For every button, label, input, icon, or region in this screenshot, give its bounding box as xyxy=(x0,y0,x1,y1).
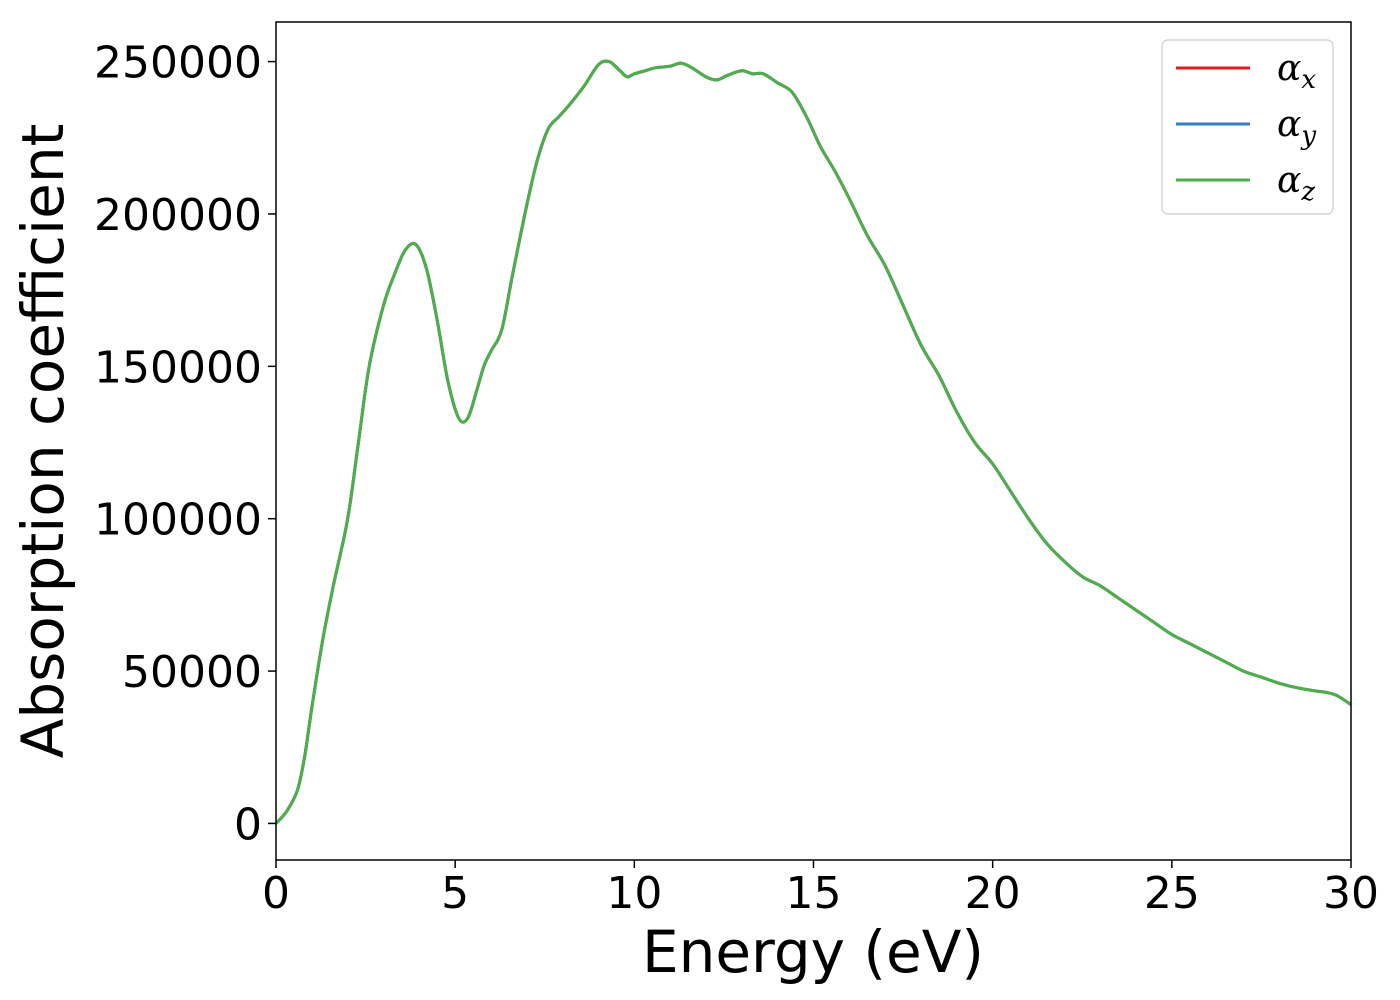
series-lines xyxy=(276,59,1351,825)
x-tick-label: 15 xyxy=(786,868,842,919)
legend-label-z: αz xyxy=(1277,160,1315,207)
legend-label-y: αy xyxy=(1277,104,1316,151)
y-tick-label: 0 xyxy=(234,799,262,850)
series-line-z xyxy=(276,59,1351,825)
legend-label-x: αx xyxy=(1277,48,1316,95)
y-tick-label: 100000 xyxy=(94,495,262,546)
x-tick-label: 25 xyxy=(1144,868,1200,919)
y-tick-label: 250000 xyxy=(94,38,262,89)
x-tick-label: 5 xyxy=(441,868,469,919)
x-tick-label: 30 xyxy=(1323,868,1379,919)
x-axis-label: Energy (eV) xyxy=(642,918,984,986)
y-tick-label: 50000 xyxy=(122,647,262,698)
legend-box xyxy=(1161,39,1334,215)
legend: αx αy αz xyxy=(1161,39,1334,215)
y-tick-label: 150000 xyxy=(94,342,262,393)
y-axis: 0 50000 100000 150000 200000 250000 xyxy=(94,38,276,850)
x-tick-label: 10 xyxy=(606,868,662,919)
y-axis-label: Absorption coefficient xyxy=(9,124,77,759)
x-tick-label: 20 xyxy=(965,868,1021,919)
x-tick-label: 0 xyxy=(262,868,290,919)
y-tick-label: 200000 xyxy=(94,190,262,241)
x-axis: 0 5 10 15 20 25 30 xyxy=(262,860,1379,919)
